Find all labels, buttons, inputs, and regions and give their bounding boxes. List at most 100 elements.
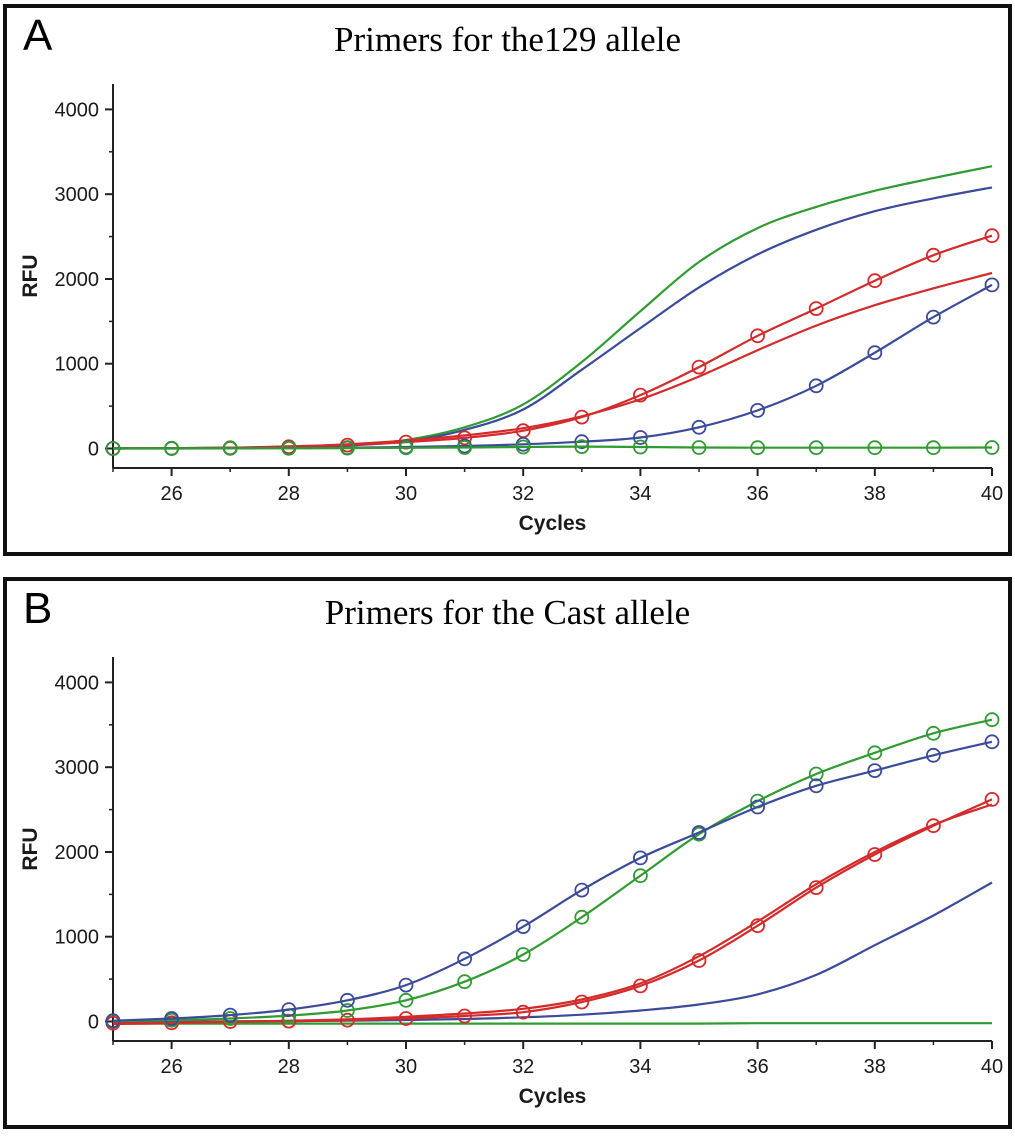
marker-red-circles xyxy=(750,918,765,934)
marker-blue-circles xyxy=(984,734,1000,750)
series-green-circles xyxy=(112,445,993,450)
marker-red-circles xyxy=(867,273,883,289)
marker-green-circles xyxy=(164,440,180,456)
marker-blue-circles xyxy=(633,430,648,445)
marker-green-circles xyxy=(339,1003,355,1018)
marker-blue-circles xyxy=(926,747,941,763)
marker-green-circles xyxy=(633,868,648,884)
panel-a-header: A Primers for the129 allele xyxy=(7,8,1008,70)
marker-green-circles xyxy=(398,440,414,456)
marker-blue-circles xyxy=(574,882,590,898)
marker-green-circles xyxy=(867,745,883,761)
amplification-chart-cast: 0 1000 2000 3000 4000 26 28 30 32 34 36 38 40 Cycles R… xyxy=(19,657,1003,1108)
marker-blue-circles xyxy=(515,919,531,935)
marker-blue-circles xyxy=(691,419,707,435)
x-tick-label: 34 xyxy=(629,1056,651,1078)
marker-blue-circles xyxy=(984,277,1000,293)
y-tick-label: 3000 xyxy=(55,757,100,779)
marker-green-circles xyxy=(222,440,238,456)
marker-green-circles xyxy=(633,439,648,455)
x-tick-label: 38 xyxy=(864,483,886,505)
y-tick-label: 4000 xyxy=(55,672,100,694)
x-tick-label: 32 xyxy=(512,483,534,505)
marker-green-circles xyxy=(691,440,707,455)
y-tick-label: 2000 xyxy=(55,269,100,291)
x-tick-label: 26 xyxy=(160,1056,182,1078)
marker-red-circles xyxy=(926,247,941,263)
series-red-line xyxy=(112,803,993,1026)
panel-a-label: A xyxy=(23,11,53,60)
marker-blue-circles xyxy=(867,763,883,778)
marker-red-circles xyxy=(574,994,590,1010)
marker-red-circles xyxy=(984,228,1000,244)
marker-blue-circles xyxy=(105,1013,121,1029)
marker-green-circles xyxy=(574,439,590,455)
marker-red-circles xyxy=(691,953,707,968)
x-tick-label: 30 xyxy=(395,1056,417,1078)
marker-green-circles xyxy=(808,440,824,456)
marker-green-circles xyxy=(984,440,1000,455)
marker-green-circles xyxy=(926,725,941,741)
marker-red-circles xyxy=(339,1012,355,1028)
marker-blue-circles xyxy=(339,992,355,1008)
y-tick-label: 2000 xyxy=(55,842,100,864)
x-tick-label: 28 xyxy=(278,483,300,505)
y-tick-label: 1000 xyxy=(55,354,100,376)
marker-blue-circles xyxy=(808,778,824,794)
panel-b-title: Primers for the Cast allele xyxy=(324,593,691,632)
marker-green-circles xyxy=(984,712,1000,728)
marker-red-circles xyxy=(808,301,824,317)
marker-green-circles xyxy=(867,440,883,456)
x-tick-label: 28 xyxy=(278,1056,300,1078)
marker-blue-circles xyxy=(750,799,765,815)
marker-blue-circles xyxy=(574,434,590,450)
marker-green-circles xyxy=(398,992,414,1008)
series-red-circles xyxy=(112,234,993,450)
x-tick-label: 34 xyxy=(629,483,651,505)
marker-blue-circles xyxy=(164,1011,180,1026)
marker-blue-circles xyxy=(867,345,883,361)
marker-green-circles xyxy=(457,974,473,990)
marker-blue-circles xyxy=(750,402,765,418)
y-tick-label: 1000 xyxy=(55,927,100,949)
marker-blue-circles xyxy=(281,1002,297,1018)
marker-green-circles xyxy=(457,440,473,455)
y-axis-label: RFU xyxy=(19,827,42,870)
panel-b-label: B xyxy=(23,584,53,633)
y-tick-label: 0 xyxy=(88,439,99,461)
x-tick-label: 30 xyxy=(395,483,417,505)
marker-blue-circles xyxy=(633,850,648,866)
marker-green-circles xyxy=(750,440,765,456)
marker-blue-circles xyxy=(398,977,414,993)
series-green-circles xyxy=(112,718,993,1023)
marker-green-circles xyxy=(515,947,531,962)
panel-a: A Primers for the129 allele 0 1000 2000 300… xyxy=(3,4,1012,556)
series-blue-line xyxy=(113,881,993,1023)
marker-red-circles xyxy=(867,847,883,862)
panel-b-header: B Primers for the Cast allele xyxy=(7,581,1008,643)
marker-red-circles xyxy=(574,409,590,425)
x-tick-label: 36 xyxy=(746,1056,768,1078)
series-blue-circles xyxy=(112,740,993,1022)
y-tick-label: 4000 xyxy=(55,99,100,121)
marker-red-circles xyxy=(633,387,648,403)
marker-green-circles xyxy=(515,439,531,455)
marker-green-circles xyxy=(926,440,941,456)
marker-blue-circles xyxy=(457,951,473,967)
series-green-line xyxy=(112,165,993,450)
x-tick-label: 32 xyxy=(512,1056,534,1078)
marker-green-circles xyxy=(339,440,355,456)
x-tick-label: 40 xyxy=(981,483,1003,505)
x-axis-label: Cycles xyxy=(519,1085,587,1108)
x-tick-label: 26 xyxy=(160,483,182,505)
marker-blue-circles xyxy=(808,378,824,394)
x-tick-label: 40 xyxy=(981,1056,1003,1078)
amplification-chart-129: 0 1000 2000 3000 4000 26 28 30 32 34 36 38 40 Cycles R… xyxy=(19,84,1003,535)
marker-red-circles xyxy=(750,328,765,344)
marker-red-circles xyxy=(457,430,473,446)
marker-red-circles xyxy=(808,880,824,896)
panel-a-title: Primers for the129 allele xyxy=(334,20,681,59)
marker-red-circles xyxy=(633,978,648,994)
series-blue-line xyxy=(112,186,993,450)
